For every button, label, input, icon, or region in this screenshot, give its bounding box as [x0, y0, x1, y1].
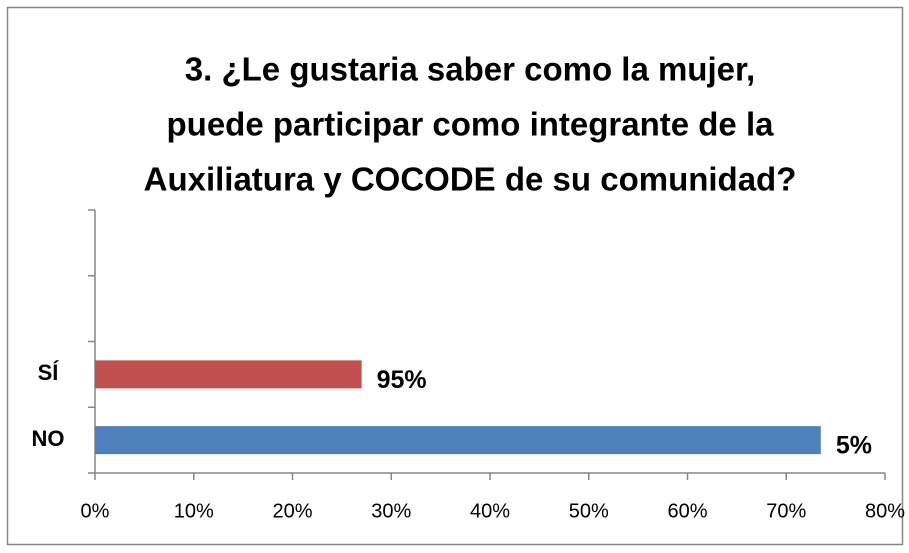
x-tick-label: 80%	[865, 500, 905, 522]
bar	[95, 360, 362, 389]
x-tick-label: 70%	[766, 500, 806, 522]
y-tick-label: NO	[32, 426, 65, 451]
chart-title: puede participar como integrante de la	[167, 106, 775, 143]
annotation: 95%	[377, 366, 427, 394]
chart-title: 3. ¿Le gustaria saber como la mujer,	[185, 51, 755, 88]
x-tick-label: 60%	[667, 500, 707, 522]
x-tick-label: 10%	[174, 500, 214, 522]
annotation: 5%	[836, 432, 872, 460]
chart-title: Auxiliatura y COCODE de su comunidad?	[144, 161, 797, 198]
x-tick-label: 20%	[272, 500, 312, 522]
x-tick-label: 30%	[371, 500, 411, 522]
bar	[95, 426, 821, 455]
chart-border	[6, 6, 904, 546]
x-tick-label: 40%	[470, 500, 510, 522]
x-tick-label: 50%	[569, 500, 609, 522]
x-tick-label: 0%	[81, 500, 110, 522]
y-tick-label: SÍ	[38, 360, 60, 385]
